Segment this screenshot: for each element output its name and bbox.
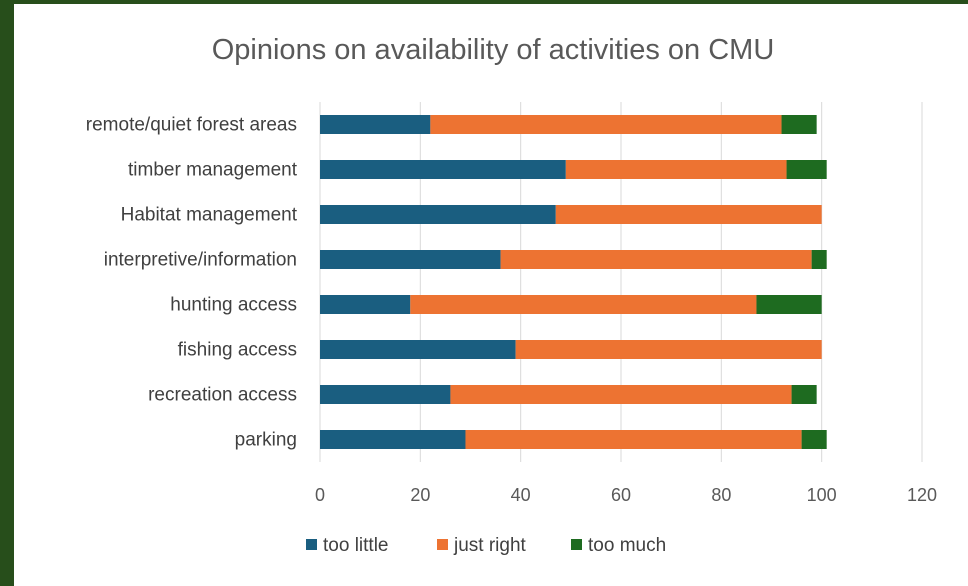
chart-title: Opinions on availability of activities o… — [212, 34, 775, 66]
category-label: timber management — [128, 160, 298, 181]
legend-label: just right — [453, 535, 527, 556]
bar-segment — [410, 295, 757, 314]
x-tick-label: 20 — [410, 485, 430, 505]
legend-swatch — [437, 539, 448, 550]
x-tick-label: 60 — [611, 485, 631, 505]
legend-swatch — [571, 539, 582, 550]
bar-segment — [320, 430, 466, 449]
bar-segment — [555, 205, 822, 224]
bar-segment — [565, 160, 787, 179]
x-tick-label: 40 — [511, 485, 531, 505]
bar-segment — [791, 385, 817, 404]
bars — [320, 115, 827, 449]
bar-segment — [320, 385, 451, 404]
category-label: Habitat management — [121, 205, 298, 226]
x-tick-label: 0 — [315, 485, 325, 505]
category-label: hunting access — [170, 295, 297, 316]
bar-segment — [756, 295, 822, 314]
legend-label: too little — [323, 535, 388, 556]
legend: too little just right too much — [306, 535, 666, 556]
bar-segment — [320, 250, 501, 269]
bar-segment — [320, 160, 566, 179]
category-label: interpretive/information — [104, 250, 297, 271]
bar-segment — [786, 160, 827, 179]
bar-segment — [500, 250, 812, 269]
x-tick-label: 80 — [711, 485, 731, 505]
chart-frame: Opinions on availability of activities o… — [14, 4, 968, 586]
bar-segment — [450, 385, 792, 404]
legend-label: too much — [588, 535, 666, 556]
bar-segment — [320, 340, 516, 359]
bar-segment — [811, 250, 827, 269]
category-label: recreation access — [148, 385, 297, 406]
bar-segment — [320, 205, 556, 224]
bar-segment — [515, 340, 822, 359]
bar-segment — [320, 295, 411, 314]
x-axis-tick-labels: 0 20 40 60 80 100 120 — [315, 485, 937, 505]
gridlines — [319, 102, 923, 462]
bar-segment — [430, 115, 782, 134]
legend-swatch — [306, 539, 317, 550]
bar-segment — [801, 430, 827, 449]
stacked-bar-chart: Opinions on availability of activities o… — [86, 34, 937, 556]
x-tick-label: 120 — [907, 485, 937, 505]
category-label: fishing access — [178, 340, 297, 361]
bar-segment — [781, 115, 817, 134]
category-label: parking — [235, 430, 297, 451]
category-label: remote/quiet forest areas — [86, 115, 297, 136]
bar-segment — [465, 430, 802, 449]
x-tick-label: 100 — [807, 485, 837, 505]
category-labels: remote/quiet forest areas timber manageme… — [86, 115, 298, 451]
bar-segment — [320, 115, 431, 134]
